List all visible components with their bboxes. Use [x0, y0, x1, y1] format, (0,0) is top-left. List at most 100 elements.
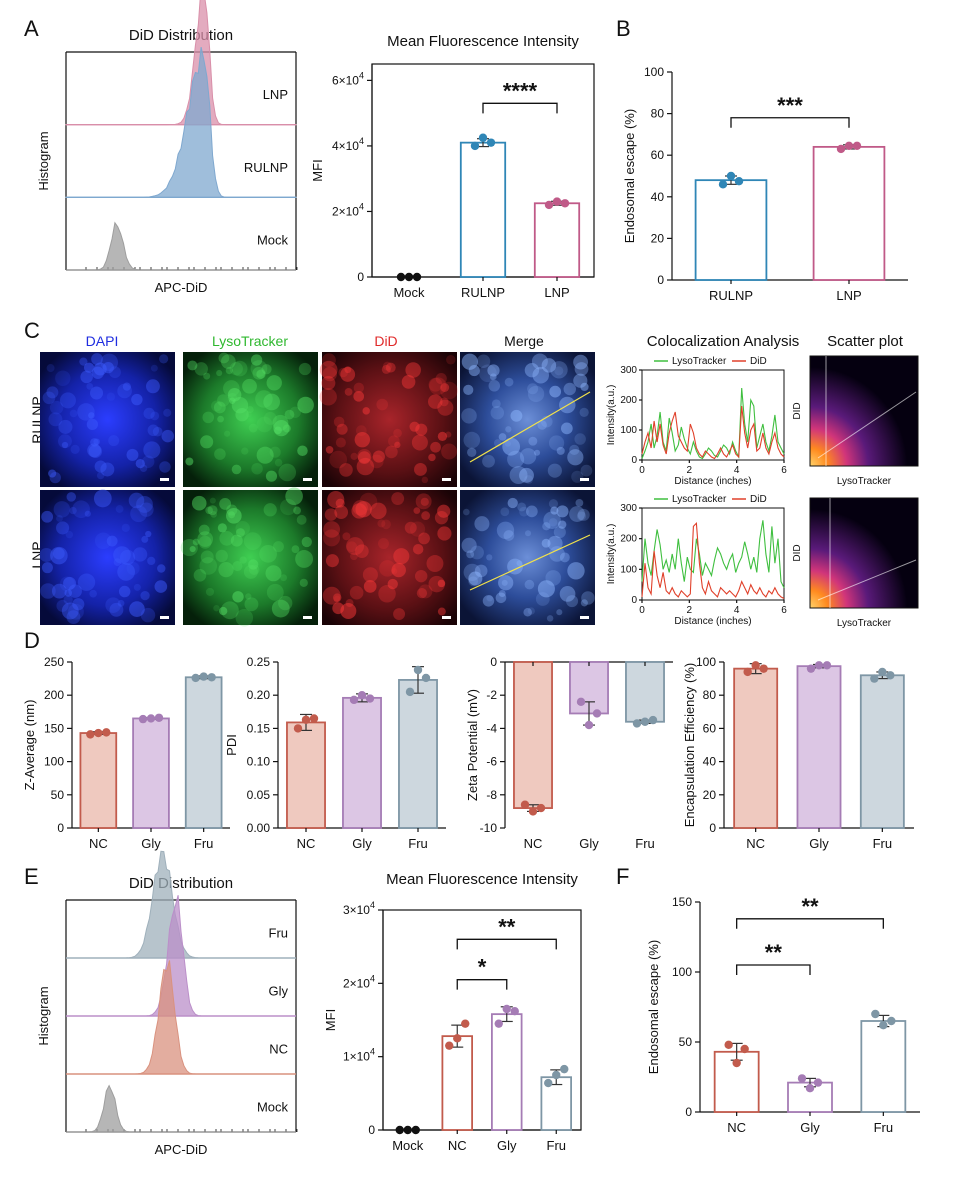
micrograph-cell: [271, 599, 290, 618]
scale-bar: [580, 478, 589, 481]
micrograph-cell: [130, 505, 148, 523]
scatter-plot-1-fit-line: [817, 391, 917, 459]
micrograph-cell: [333, 416, 345, 428]
y-tick-label: 6×104: [332, 70, 364, 87]
micrograph-cell: [525, 505, 538, 518]
micrograph-cell: [421, 511, 431, 520]
micrograph-cell: [470, 545, 484, 560]
micrograph-cell: [338, 367, 348, 378]
micrograph-cell: [437, 579, 446, 588]
micrograph-cell: [185, 457, 194, 466]
micrograph-cell: [381, 519, 391, 530]
data-point-gly: [592, 709, 602, 718]
micrograph-cell: [415, 493, 432, 510]
panel-label-a: A: [24, 16, 39, 41]
micrograph-cell: [135, 458, 145, 469]
micrograph-cell: [231, 360, 248, 377]
micrograph-cell: [87, 443, 102, 458]
micrograph-cell: [58, 434, 72, 449]
micrograph-cell: [217, 523, 227, 533]
micrograph-cell: [486, 554, 493, 561]
scatter-plot-1-ylabel: DID: [792, 402, 803, 419]
micrograph-cell: [560, 422, 573, 435]
x-tick-label-gly: Gly: [800, 1120, 820, 1135]
significance-bracket: [482, 102, 558, 114]
micrograph-cell: [296, 514, 307, 525]
panel-label-d: D: [24, 628, 40, 653]
micrograph-cell: [266, 375, 282, 391]
micrograph-cell: [461, 353, 478, 370]
micrograph-cell: [215, 549, 228, 563]
y-tick-label: -4: [486, 721, 497, 735]
scatter-plot-1-image: [810, 356, 918, 466]
y-tick-label: 50: [51, 788, 65, 802]
micrograph-cell: [161, 429, 175, 443]
micrograph-col-did: DiD: [374, 333, 397, 349]
micrograph-cell: [143, 441, 161, 459]
micrograph-cell: [246, 405, 254, 414]
micrograph-cell: [200, 435, 214, 449]
micrograph-cell: [382, 361, 392, 371]
data-point-nc: [461, 1019, 470, 1028]
bar-lnp: [533, 202, 581, 278]
data-point-fru: [191, 673, 200, 683]
data-point-nc: [724, 1040, 733, 1050]
micrograph-cell: [325, 554, 339, 568]
micrograph-cell: [573, 373, 588, 388]
micrograph-cell: [429, 377, 447, 395]
bar-fru: [398, 679, 438, 829]
micrograph-cell: [549, 385, 562, 398]
y-tick-label: 0: [709, 821, 716, 835]
bar-gly: [342, 696, 382, 829]
micrograph-cell: [232, 591, 244, 603]
histogram-curve-nc: [66, 960, 296, 1075]
micrograph-cell: [191, 495, 207, 511]
micrograph-rulnp-dapi: [40, 352, 175, 487]
scale-bar: [303, 478, 312, 481]
micrograph-cell: [235, 520, 250, 536]
micrograph-cell: [401, 375, 416, 389]
data-point-nc: [528, 807, 538, 816]
histogram-curve-lnp: [65, 0, 297, 126]
micrograph-cell: [108, 435, 120, 447]
micrograph-cell: [519, 506, 529, 517]
micrograph-cell: [463, 431, 481, 449]
plot-frame: [641, 507, 785, 601]
y-axis-label: Encapsulation Efficiency (%): [682, 663, 697, 828]
micrograph-cell: [198, 535, 212, 549]
histogram-label-mock: Mock: [257, 1100, 289, 1115]
histogram-A_hist: DiD Distribution APC-DiD Histogram LNP RULNP…: [36, 0, 298, 295]
bar-chart-D3: 0 -2 -4 -6 -8 -10 NC Gly Fru Zeta Potential (mV): [465, 655, 673, 851]
x-tick-label-rulnp: RULNP: [461, 285, 505, 300]
micrograph-cell: [466, 550, 475, 559]
x-tick-label-fru: Fru: [635, 836, 655, 851]
micrograph-cell: [235, 407, 249, 422]
micrograph-cell: [440, 383, 450, 392]
micrograph-cell: [159, 354, 169, 364]
micrograph-cell: [298, 362, 312, 376]
micrograph-cell: [461, 408, 477, 424]
micrograph-cell: [187, 360, 198, 371]
histogram-label-fru: Fru: [269, 926, 289, 941]
micrograph-cell: [235, 528, 245, 538]
micrograph-cell: [152, 426, 163, 437]
scatter-plot-2-ylabel: DID: [792, 544, 803, 561]
micrograph-cell: [192, 538, 200, 546]
data-point-fru: [207, 673, 216, 682]
micrograph-cell: [115, 505, 124, 513]
micrograph-cell: [468, 571, 483, 586]
micrograph-cell: [252, 366, 266, 380]
micrograph-cell: [353, 390, 365, 402]
bar-lnp: [812, 145, 886, 281]
data-point-gly: [502, 1004, 511, 1014]
data-point-gly: [494, 1019, 503, 1028]
data-point-rulnp: [486, 138, 496, 147]
micrograph-cell: [537, 580, 555, 598]
micrograph-cell: [56, 599, 69, 612]
micrograph-cell: [549, 546, 565, 562]
micrograph-cell: [569, 444, 580, 455]
micrograph-cell: [523, 607, 532, 617]
micrograph-cell: [524, 579, 535, 590]
micrograph-cell: [93, 362, 107, 376]
micrograph-cell: [534, 449, 541, 456]
